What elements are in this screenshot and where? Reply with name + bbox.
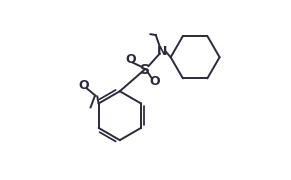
Text: N: N [157, 44, 168, 58]
Text: O: O [125, 53, 136, 66]
Text: S: S [140, 63, 150, 77]
Text: O: O [78, 79, 89, 92]
Text: O: O [150, 75, 160, 88]
